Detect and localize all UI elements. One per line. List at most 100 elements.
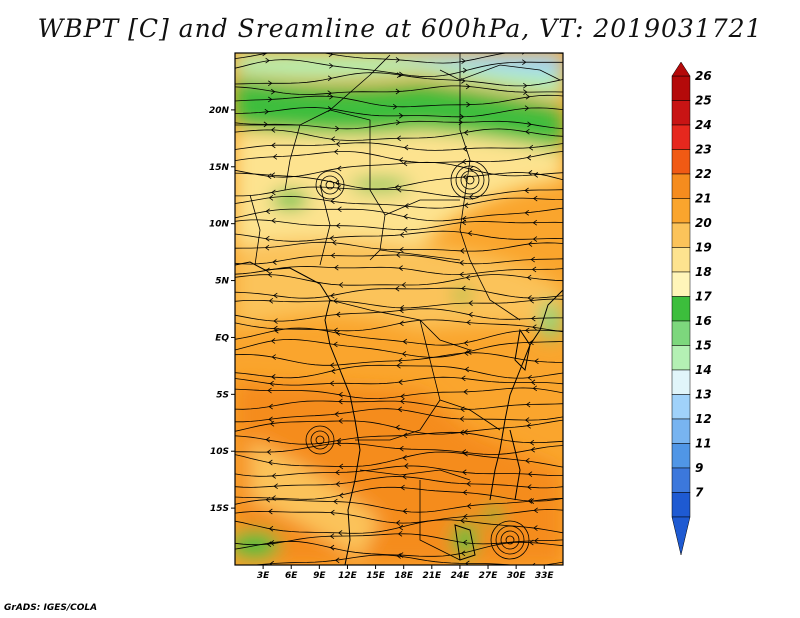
colorbar-box (671, 345, 691, 371)
streamline-arrow (335, 311, 341, 318)
streamline-arrow (338, 282, 344, 288)
colorbar-label: 7 (695, 486, 704, 500)
streamline-arrow (334, 264, 339, 271)
streamline-arrow (268, 298, 274, 304)
streamline-arrow (533, 195, 538, 202)
lon-tick-label: 15E (366, 571, 386, 581)
streamline-arrow (525, 128, 530, 135)
streamline (235, 219, 563, 231)
vortex-ring (315, 435, 325, 445)
streamline-arrow (461, 375, 466, 382)
colorbar-label: 12 (695, 412, 712, 426)
streamline-arrow (463, 129, 469, 136)
coastlines (235, 261, 563, 565)
streamline-arrow (524, 187, 529, 194)
streamline-arrow (396, 553, 401, 559)
streamline-arrow (533, 525, 538, 531)
streamline-arrow (338, 398, 343, 405)
streamline-arrow (338, 418, 343, 424)
streamline-arrow (462, 174, 467, 180)
streamline (235, 186, 563, 198)
streamline-arrow (401, 351, 407, 357)
streamline-arrow (402, 473, 407, 480)
streamline-arrow (529, 498, 535, 504)
streamline-arrow (273, 483, 278, 490)
lat-tick-label: 5N (215, 277, 229, 287)
streamline-arrow (402, 338, 408, 345)
streamline-arrow (267, 96, 273, 103)
streamline-arrow (336, 440, 342, 447)
streamline-arrow (268, 459, 273, 466)
streamline-arrow (533, 507, 538, 514)
streamline-arrow (268, 525, 274, 532)
streamline-arrow (463, 429, 468, 435)
streamline (235, 94, 563, 108)
streamline-arrow (523, 82, 528, 89)
streamline-arrow (524, 210, 529, 216)
streamline-arrow (273, 318, 278, 324)
streamline (235, 172, 563, 190)
streamline-arrow (525, 401, 531, 408)
lon-tick-label: 24E (451, 571, 471, 581)
streamline-arrow (461, 158, 467, 165)
streamline-arrow (532, 324, 537, 330)
streamline-arrow (329, 533, 335, 540)
streamline (235, 308, 563, 322)
colorbar-box (671, 222, 691, 248)
streamline-arrow (335, 330, 341, 336)
streamline (235, 107, 563, 118)
chart-title: WBPT [C] and Sreamline at 600hPa, VT: 20… (37, 14, 763, 43)
streamline-arrow (462, 489, 468, 496)
lat-tick-label: 5S (216, 390, 229, 400)
streamline-arrow (531, 562, 536, 565)
colorbar-box (671, 149, 691, 175)
streamline (235, 298, 563, 309)
colorbar-label: 24 (695, 118, 712, 132)
streamline-arrow (532, 219, 538, 226)
colorbar-box (671, 394, 691, 420)
colorbar-label: 22 (695, 167, 712, 181)
lat-tick-label: 15S (210, 504, 229, 514)
streamline-arrow (333, 148, 339, 155)
colorbar-label: 13 (695, 388, 712, 402)
streamline-arrow (335, 469, 340, 476)
streamline-arrow (266, 449, 272, 455)
streamline-arrow (534, 358, 539, 364)
streamline-arrow (268, 403, 273, 410)
streamline-arrow (530, 446, 536, 453)
streamline-arrow (398, 357, 403, 364)
streamline-arrow (265, 436, 271, 443)
streamline (235, 509, 563, 524)
streamline-arrow (268, 508, 273, 515)
streamline (235, 431, 563, 445)
streamline-arrow (465, 274, 471, 281)
colorbar-label: 25 (695, 94, 712, 108)
streamline (235, 195, 563, 209)
streamline-arrow (397, 531, 403, 537)
streamline (235, 274, 563, 286)
streamline-arrow (271, 354, 276, 360)
streamline-arrow (329, 235, 334, 241)
streamlines (235, 53, 563, 565)
streamline-arrow (465, 83, 471, 90)
streamline-arrow (527, 170, 533, 176)
colorbar-box (671, 467, 691, 493)
streamline-arrow (464, 366, 470, 373)
vortex-ring (325, 180, 335, 190)
streamline-arrow (466, 481, 471, 487)
colorbar-box (671, 271, 691, 297)
vortex-ring (505, 535, 515, 545)
streamline-arrow (270, 88, 276, 95)
streamline-arrow (527, 295, 532, 301)
streamline-arrow (533, 172, 539, 178)
colorbar-box (671, 320, 691, 346)
streamline-arrow (399, 320, 404, 327)
streamline-arrow (459, 271, 464, 278)
colorbar-box (671, 492, 691, 518)
streamline-arrow (463, 340, 469, 346)
streamline-arrow (271, 217, 276, 224)
streamline (235, 319, 563, 333)
streamline-arrow (459, 113, 465, 120)
lat-tick-label: EQ (215, 333, 229, 343)
streamline-arrow (402, 455, 407, 461)
